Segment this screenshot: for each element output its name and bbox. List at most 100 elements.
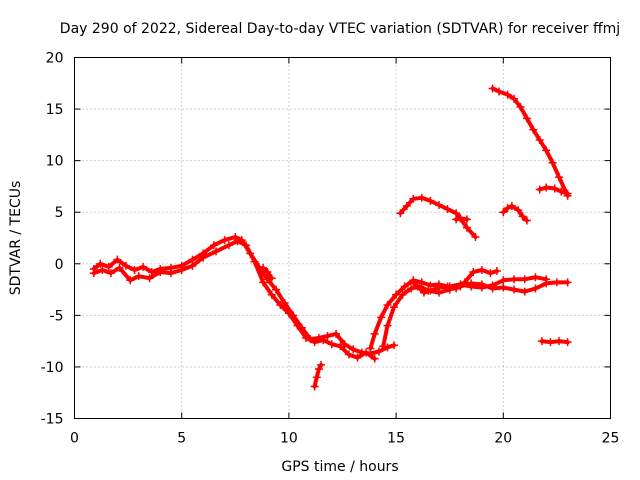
y-tick-label: -10: [41, 360, 64, 376]
series-layer: [89, 84, 572, 391]
data-point-marker: [520, 287, 529, 296]
grid: [74, 57, 611, 419]
data-point-marker: [280, 298, 289, 307]
data-point-marker: [319, 336, 328, 345]
chart-title: Day 290 of 2022, Sidereal Day-to-day VTE…: [60, 21, 620, 37]
y-tick-label: -15: [41, 412, 64, 428]
data-point-marker: [263, 268, 272, 277]
series-line: [91, 239, 377, 361]
series-segment: [89, 237, 379, 363]
data-point-marker: [104, 262, 113, 271]
x-axis-label: GPS time / hours: [281, 459, 398, 475]
data-point-marker: [402, 202, 411, 211]
data-point-marker: [555, 337, 564, 346]
data-point-marker: [396, 209, 405, 218]
x-tick-label: 20: [494, 431, 512, 447]
data-point-marker: [548, 158, 557, 167]
data-point-marker: [259, 263, 268, 272]
data-point-marker: [327, 340, 336, 349]
data-point-marker: [413, 282, 422, 291]
data-point-marker: [383, 321, 392, 330]
data-point-marker: [555, 173, 564, 182]
data-point-marker: [121, 261, 130, 270]
data-point-marker: [370, 329, 379, 338]
data-point-marker: [445, 282, 454, 291]
data-point-marker: [426, 196, 435, 205]
series-line: [368, 268, 499, 351]
data-point-marker: [400, 282, 409, 291]
data-point-marker: [409, 194, 418, 203]
data-point-marker: [456, 280, 465, 289]
data-point-marker: [89, 269, 98, 278]
data-point-marker: [139, 262, 148, 271]
data-point-marker: [467, 282, 476, 291]
data-point-marker: [522, 216, 531, 225]
series-segment: [499, 202, 531, 225]
data-point-marker: [492, 267, 501, 276]
data-point-marker: [462, 223, 471, 232]
data-point-marker: [106, 269, 115, 278]
y-tick-label: -5: [50, 308, 64, 324]
data-point-marker: [332, 329, 341, 338]
data-point-marker: [259, 278, 268, 287]
data-point-marker: [362, 348, 371, 357]
data-point-marker: [344, 350, 353, 359]
data-point-marker: [434, 200, 443, 209]
plot-frame: [74, 57, 611, 419]
y-tick-label: 20: [46, 51, 64, 67]
data-point-marker: [535, 136, 544, 145]
data-point-marker: [377, 313, 386, 322]
data-point-marker: [366, 344, 375, 353]
data-point-marker: [434, 283, 443, 292]
data-point-marker: [535, 185, 544, 194]
data-point-marker: [272, 285, 281, 294]
data-point-marker: [199, 253, 208, 262]
data-point-marker: [389, 341, 398, 350]
data-point-marker: [310, 382, 319, 391]
series-segment: [452, 214, 471, 224]
data-point-marker: [499, 208, 508, 217]
series-line: [539, 339, 570, 345]
data-point-marker: [349, 345, 358, 354]
data-point-marker: [389, 303, 398, 312]
data-point-marker: [503, 90, 512, 99]
data-point-marker: [452, 215, 461, 224]
data-point-marker: [471, 232, 480, 241]
data-point-marker: [503, 204, 512, 213]
data-point-marker: [426, 286, 435, 295]
data-point-marker: [379, 342, 388, 351]
data-point-marker: [166, 269, 175, 278]
data-point-marker: [417, 193, 426, 202]
y-tick-label: 10: [46, 154, 64, 170]
data-point-marker: [557, 187, 566, 196]
data-point-marker: [231, 232, 240, 241]
series-line: [312, 362, 324, 389]
data-point-marker: [98, 265, 107, 274]
data-point-marker: [443, 205, 452, 214]
series-segment: [488, 84, 572, 200]
data-point-marker: [531, 284, 540, 293]
data-point-marker: [340, 340, 349, 349]
data-point-marker: [115, 263, 124, 272]
data-point-marker: [542, 275, 551, 284]
data-point-marker: [407, 284, 416, 293]
data-point-marker: [212, 247, 221, 256]
data-point-marker: [529, 125, 538, 134]
data-point-marker: [510, 94, 519, 103]
series-segment: [535, 183, 572, 198]
data-point-marker: [314, 364, 323, 373]
data-point-marker: [312, 373, 321, 382]
data-point-marker: [96, 259, 105, 268]
data-point-marker: [317, 360, 326, 369]
data-point-marker: [563, 189, 572, 198]
data-point-marker: [477, 265, 486, 274]
data-point-marker: [537, 337, 546, 346]
y-tick-label: 15: [46, 102, 64, 118]
data-point-marker: [370, 354, 379, 363]
data-point-marker: [469, 268, 478, 277]
data-point-marker: [310, 338, 319, 347]
data-point-marker: [510, 285, 519, 294]
x-tick-label: 0: [70, 431, 79, 447]
data-point-marker: [462, 215, 471, 224]
